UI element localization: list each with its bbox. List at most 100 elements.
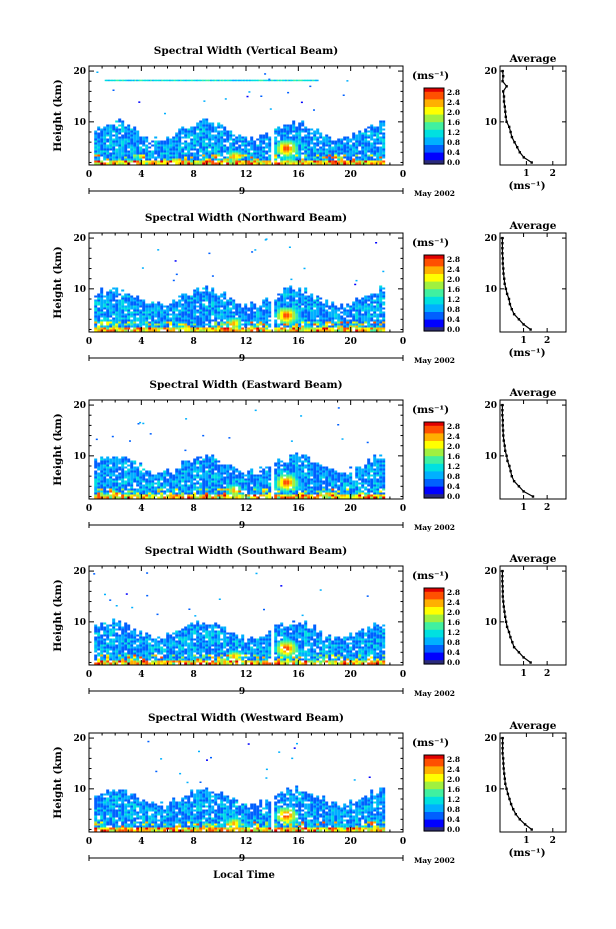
colorbar-tick-label: 1.2 [447,295,460,304]
average-point [502,90,505,93]
colorbar-segment [424,444,444,448]
y-tick-label: 20 [73,67,86,77]
average-point [501,595,504,598]
colorbar-segment [424,610,444,614]
average-y-tick-label: 20 [484,234,497,244]
average-frame [499,65,567,166]
average-point [505,292,509,296]
average-profile: Average 1 2 20 10 [484,387,567,513]
average-y-tick-label: 20 [484,67,497,77]
colorbar-segment [424,431,444,434]
x-tick-label: 16 [292,670,305,680]
colorbar-segment [424,806,444,809]
x-tick-label: 12 [240,504,253,514]
colorbar-segment [424,158,444,161]
average-point [501,242,504,245]
average-point [501,69,504,73]
date-month-label: May 2002 [414,523,455,532]
colorbar-tick-label: 2.8 [447,588,460,597]
average-y-tick-label: 20 [484,734,497,744]
x-tick-label: 16 [292,837,305,847]
colorbar-segment [424,293,444,296]
average-point [501,752,504,755]
colorbar-segment [424,456,444,459]
colorbar-tick-label: 0.8 [447,638,460,647]
colorbar-segment [424,829,444,832]
average-point [503,772,506,775]
average-point [531,495,535,498]
x-tick-label: 16 [292,337,305,347]
average-point [501,262,504,265]
colorbar-segment [424,768,444,771]
average-title: Average [509,553,557,565]
date-month-label: May 2002 [414,856,455,865]
colorbar-segment [424,490,444,493]
average-point [502,75,505,78]
average-profile: Average 1 2 20 10 (ms⁻¹) [484,720,567,859]
colorbar-segment [424,484,444,488]
colorbar-segment [424,105,444,108]
colorbar-segment [424,162,444,165]
average-point [514,813,517,816]
average-point [501,590,504,593]
colorbar-segment [424,783,444,786]
colorbar-segment [424,597,444,600]
average-point [503,277,506,280]
colorbar-tick-label: 2.0 [447,608,460,617]
colorbar-segment [424,114,444,118]
colorbar-segment [424,758,444,762]
x-tick-label: 12 [240,337,253,347]
average-point [507,297,511,301]
y-tick-label: 10 [73,452,86,462]
date-day-label: 9 [239,521,245,531]
colorbar-segment [424,764,444,767]
colorbar-segment [424,618,444,621]
average-point [501,585,504,588]
colorbar-segment [424,494,444,497]
average-profile: Average 1 2 20 10 [484,553,567,679]
panel-title: Spectral Width (Westward Beam) [148,712,344,724]
average-frame [499,232,567,333]
colorbar-tick-label: 2.8 [447,88,460,97]
date-day-label: 9 [239,854,245,864]
average-point [504,110,507,113]
colorbar-segment [424,446,444,450]
average-point [522,156,525,159]
average-title: Average [509,720,557,732]
colorbar-segment [424,425,444,429]
colorbar-frame [423,587,445,665]
average-point [508,797,511,801]
average-point [501,747,504,750]
colorbar-segment [424,756,444,760]
colorbar-segment [424,88,444,91]
heatmap-cells [93,572,386,665]
average-x-tick-label: 1 [523,836,529,846]
colorbar-segment [424,593,444,597]
colorbar-segment [424,150,444,154]
colorbar-segment [424,101,444,104]
x-tick-label: 20 [344,170,357,180]
average-title: Average [509,53,557,65]
colorbar-tick-label: 0.8 [447,305,460,314]
colorbar-segment [424,437,444,440]
colorbar-segment [424,789,444,792]
colorbar-segment [424,626,444,629]
heatmap-cells [94,71,386,165]
average-point [512,313,516,316]
colorbar-segment [424,270,444,273]
average-point [503,105,506,108]
colorbar-tick-label: 2.4 [447,765,460,774]
colorbar-tick-label: 1.2 [447,795,460,804]
average-point [507,630,511,634]
average-point [508,125,511,129]
colorbar-tick-label: 0.4 [447,315,460,324]
average-point [501,403,504,407]
colorbar-segment [424,99,444,102]
average-point [513,141,516,144]
colorbar-segment [424,296,444,300]
colorbar-segment [424,479,444,482]
colorbar-segment [424,766,444,769]
colorbar-segment [424,137,444,140]
date-day-label: 9 [239,687,245,697]
average-point [502,600,505,603]
